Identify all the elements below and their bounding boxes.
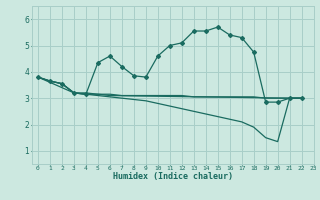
X-axis label: Humidex (Indice chaleur): Humidex (Indice chaleur) — [113, 172, 233, 181]
